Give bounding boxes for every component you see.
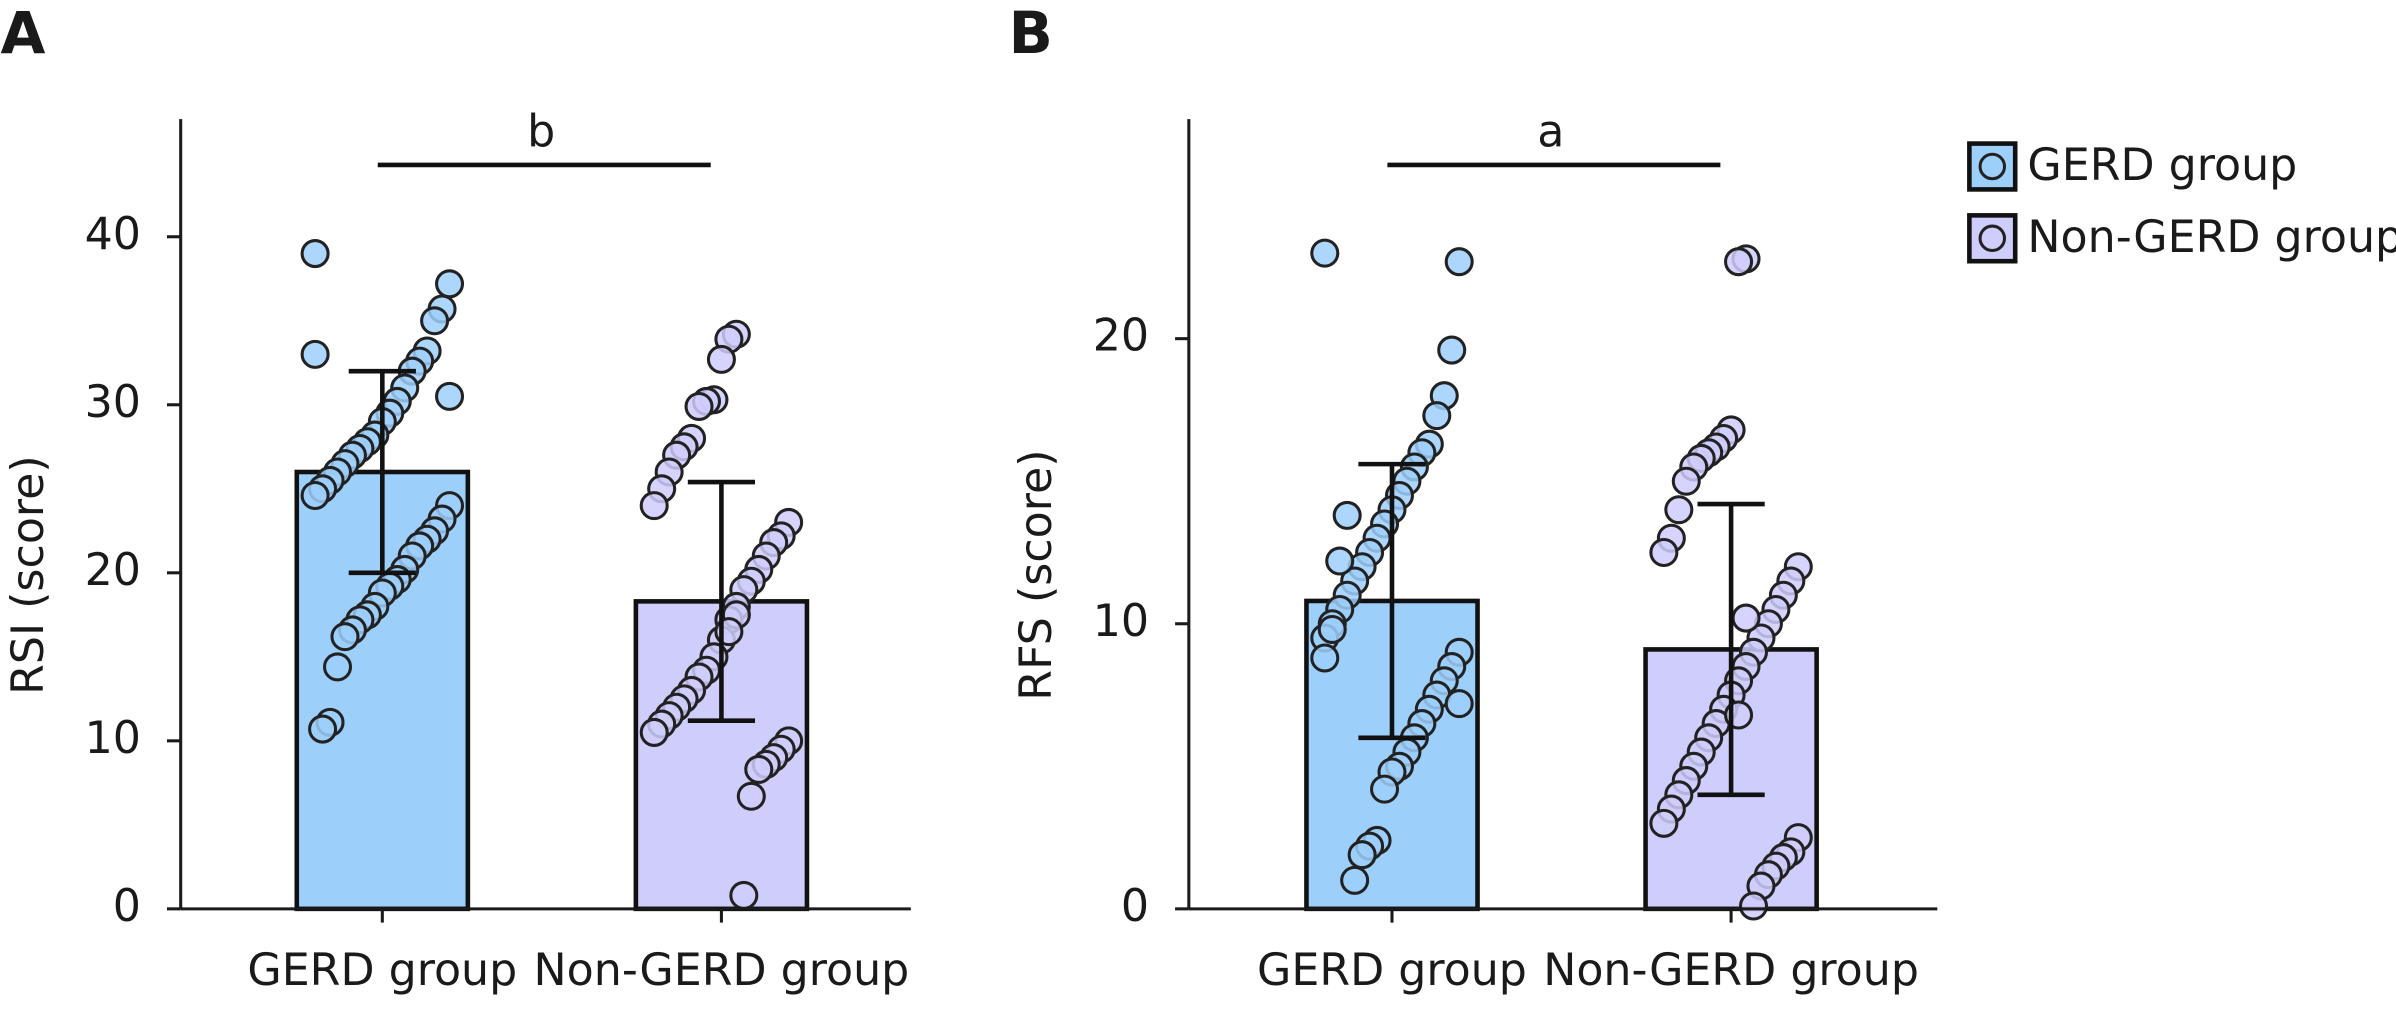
y-tick-label: 40 [85,209,141,260]
data-point [1317,614,1347,644]
data-point [1310,643,1340,673]
x-tick-label: GERD group [247,945,517,996]
panel-label: A [0,0,45,67]
y-tick-label: 20 [85,545,141,596]
data-point [1649,808,1679,838]
data-point [1347,840,1377,870]
y-tick-label: 20 [1093,311,1149,362]
data-point [1325,546,1355,576]
legend-marker [1978,152,2007,181]
x-tick-label: GERD group [1257,945,1527,996]
error-bar [1358,461,1426,741]
data-point [706,344,736,374]
data-point [1437,335,1467,365]
data-point [1671,466,1701,496]
data-point [300,339,330,369]
error-bar [687,479,756,723]
y-tick-label: 10 [1093,596,1149,647]
data-point [1444,247,1474,277]
data-point [744,754,774,784]
data-point [736,781,766,811]
y-tick-label: 0 [1121,881,1149,932]
x-tick-label: Non-GERD group [534,945,910,996]
data-point [1310,238,1340,268]
legend-label: Non-GERD group [2027,212,2396,263]
error-bar [1697,501,1765,798]
data-point [1444,689,1474,719]
data-point [1738,891,1769,921]
x-tick-label: Non-GERD group [1543,945,1919,996]
data-point [1340,865,1370,895]
legend-label: GERD group [2027,140,2297,191]
data-point [1370,774,1400,804]
data-point [300,481,330,511]
data-point [1731,603,1761,633]
data-point [1422,401,1452,431]
data-point [639,491,669,521]
data-point [330,622,360,652]
data-point [435,269,465,299]
significance-label: b [527,106,555,157]
data-point [729,880,759,910]
data-point [308,714,338,744]
significance-label: a [1537,106,1564,157]
panel-label: B [1009,0,1053,67]
y-tick-label: 0 [113,881,141,932]
y-tick-label: 30 [85,377,141,428]
data-point [300,239,330,269]
error-bar [348,368,416,576]
y-axis-label: RFS (score) [1011,450,1062,701]
data-point [684,391,714,421]
y-axis-label: RSI (score) [3,455,54,695]
data-point [435,381,465,411]
data-point [420,306,450,336]
legend-marker [1978,224,2007,253]
y-tick-label: 10 [85,713,141,764]
data-point [323,652,353,682]
data-point [639,717,669,747]
legend-swatch [1967,141,2018,192]
data-point [1332,500,1362,530]
legend-swatch [1967,213,2018,264]
data-point [1724,247,1754,277]
data-point [1649,537,1679,567]
data-point [1664,495,1694,525]
